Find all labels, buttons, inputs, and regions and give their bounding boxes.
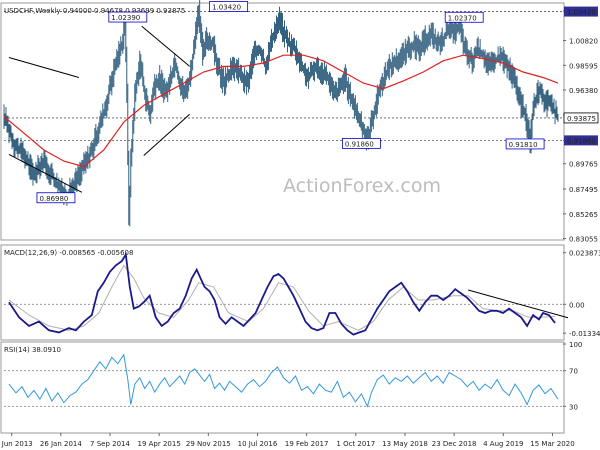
price-y-tick-label: 0.83055	[569, 235, 598, 243]
rsi-y-tick-label: 30	[569, 403, 578, 411]
price-y-tick-label: 0.87495	[569, 186, 598, 194]
macd-panel-frame	[0, 244, 565, 341]
x-axis: 16 Jun 2013 26 Jan 2014 7 Sep 2014 19 Apr 2…	[0, 432, 575, 448]
x-tick-label: 1 Oct 2017	[336, 440, 375, 448]
annotation-label: 0.86980	[39, 195, 68, 203]
x-tick-label: 29 Nov 2015	[186, 440, 231, 448]
rsi-line	[8, 353, 559, 408]
price-panel: 1.034751.008200.985950.963800.941550.918…	[3, 0, 599, 243]
macd-trend-line	[468, 289, 569, 319]
macd-panel: 0.023873 0.00 -0.013346 MACD(12,26,9) -0.00…	[4, 249, 600, 338]
annotation-label: 1.02370	[448, 14, 477, 22]
price-header: USDCHF,Weekly 0.94000 0.94678 0.93699 0.…	[4, 7, 185, 15]
annotation-box	[108, 11, 148, 23]
price-y-tick-label: 1.00820	[569, 38, 598, 46]
support-level-label: 0.91860	[567, 137, 596, 145]
price-bars	[3, 0, 559, 227]
price-y-tick-label: 0.98595	[569, 62, 598, 70]
price-annotation: 0.91810	[505, 138, 545, 150]
support-level-marker: 0.91860	[564, 135, 598, 146]
macd-y-tick-label: 0.00	[569, 301, 585, 309]
annotation-box	[444, 11, 484, 23]
x-tick-label: 15 Mar 2020	[530, 440, 574, 448]
x-tick-label: 13 May 2018	[382, 440, 428, 448]
annotation-label: 1.02390	[111, 14, 140, 22]
x-tick-label: 4 Aug 2019	[483, 440, 523, 448]
x-tick-label: 16 Jun 2013	[0, 440, 33, 448]
price-annotation: 0.91860	[341, 137, 381, 149]
price-annotation: 1.02390	[108, 11, 148, 23]
x-tick-label: 10 Jul 2016	[238, 440, 278, 448]
annotation-box	[209, 1, 249, 12]
annotation-box	[341, 137, 381, 149]
last-price-marker: 0.93875	[563, 112, 599, 124]
annotation-box	[505, 138, 545, 150]
x-tick-label: 23 Dec 2018	[432, 440, 477, 448]
x-tick-label: 19 Apr 2015	[138, 440, 181, 448]
annotation-label: 1.03420	[212, 4, 241, 12]
x-tick-label: 7 Sep 2014	[90, 440, 130, 448]
triangle-bottom-line	[143, 113, 191, 156]
macd-title: MACD(12,26,9) -0.008565 -0.005608	[4, 249, 133, 257]
macd-line	[8, 251, 556, 336]
upper-left-line	[8, 56, 80, 79]
macd-y-tick-label: -0.013346	[569, 330, 600, 338]
top-level-box	[564, 6, 598, 17]
price-annotation: 0.86980	[36, 192, 76, 204]
price-annotation: 1.03420	[209, 1, 249, 12]
annotation-label: 0.91860	[345, 140, 374, 148]
annotation-label: 0.91810	[509, 141, 538, 149]
price-y-tick-label: 0.89765	[569, 161, 598, 169]
moving-average-line	[3, 54, 559, 168]
rsi-panel: 100 70 30 RSI(14) 38.0910	[4, 341, 582, 411]
macd-signal-line	[8, 264, 556, 331]
price-y-tick-label: 0.96380	[569, 87, 598, 95]
rsi-y-tick-label: 70	[569, 368, 578, 376]
support-level-box	[564, 135, 598, 146]
top-level-marker: 1.03420	[564, 6, 598, 17]
top-level-label: 1.03420	[567, 9, 596, 17]
lower-left-line	[8, 153, 83, 193]
last-price-box	[563, 112, 599, 124]
annotation-box	[36, 192, 76, 204]
rsi-title: RSI(14) 38.0910	[4, 346, 61, 354]
last-price-label: 0.93875	[567, 115, 596, 123]
x-tick-label: 19 Feb 2017	[285, 440, 329, 448]
price-annotation: 1.02370	[444, 11, 484, 23]
price-y-tick-label: 0.85265	[569, 211, 598, 219]
triangle-top-line	[141, 25, 190, 67]
rsi-panel-frame	[0, 341, 565, 434]
watermark: ActionForex.com	[283, 175, 441, 197]
macd-y-tick-label: 0.023873	[569, 250, 600, 258]
rsi-y-tick-label: 100	[569, 341, 582, 349]
x-tick-label: 26 Jan 2014	[40, 440, 83, 448]
